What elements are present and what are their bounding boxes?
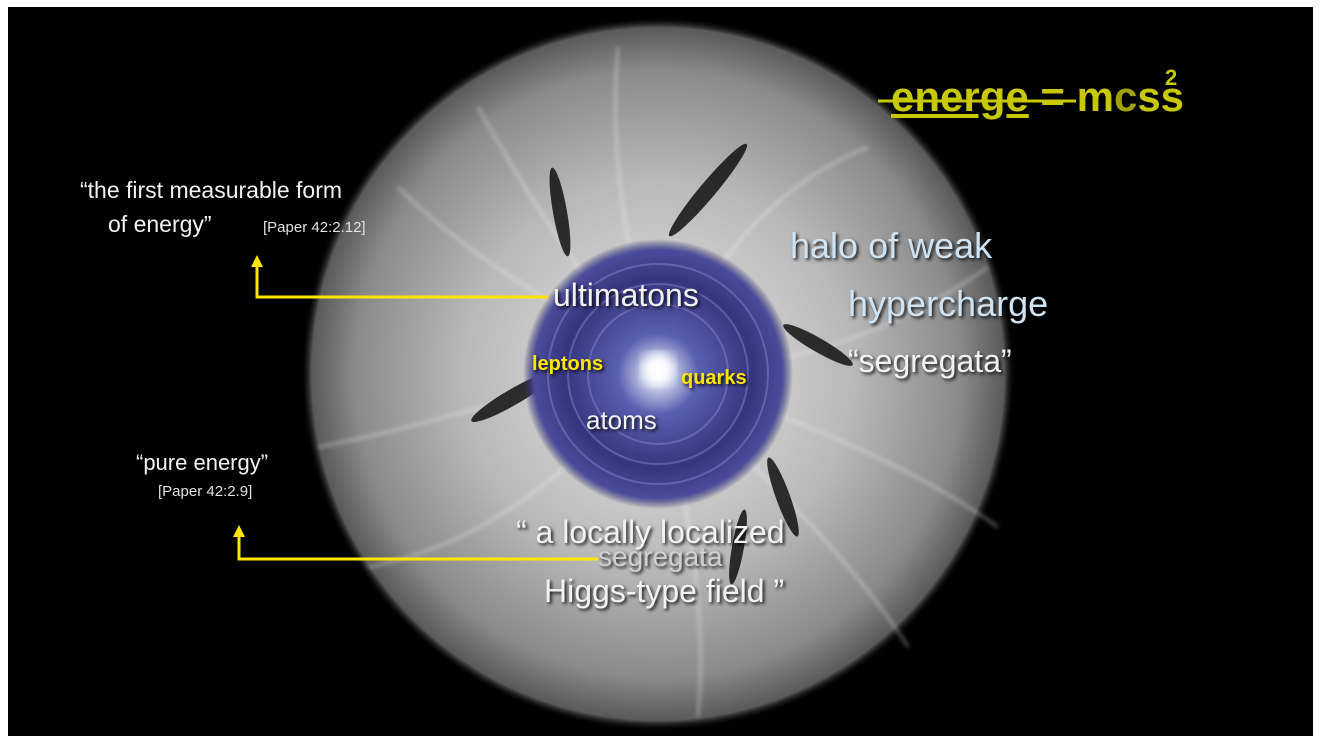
core-nucleus <box>642 353 674 385</box>
label-pure-energy-ref: [Paper 42:2.9] <box>158 483 253 500</box>
label-first-measurable-line1: “the first measurable form <box>80 177 343 203</box>
label-atoms: atoms <box>586 405 657 435</box>
core-rings <box>547 263 769 485</box>
equation-rest: = m <box>1040 73 1114 120</box>
equation-tail: ss <box>1137 73 1185 120</box>
arrow-ultimatons-head <box>251 255 263 267</box>
galaxy-illustration <box>233 17 1076 731</box>
equation: energe = mcss <box>891 73 1184 121</box>
label-pure-energy: “pure energy” <box>136 450 269 475</box>
equation-struck-word: energe <box>891 73 1029 120</box>
label-higgs-line3: Higgs-type field ” <box>544 573 785 609</box>
label-higgs-line2: segregata <box>598 541 723 572</box>
label-quarks: quarks <box>681 367 747 389</box>
arrow-ultimatons <box>255 265 548 299</box>
arrow-pure-energy <box>237 535 598 561</box>
label-leptons: leptons <box>532 353 604 375</box>
label-segregata: “segregata” <box>848 343 1012 379</box>
equation-struck-suffix: c <box>1113 73 1138 120</box>
dark-spindles <box>471 143 853 585</box>
slide-canvas: energe = mcss 2 “the first measurable fo… <box>8 7 1313 736</box>
label-ultimatons: ultimatons <box>553 277 699 313</box>
label-halo-line1: halo of weak <box>790 225 993 266</box>
label-first-measurable-ref: [Paper 42:2.12] <box>263 219 366 236</box>
arrow-pure-energy-head <box>233 525 245 537</box>
label-higgs-line1: “ a locally localized <box>516 514 785 550</box>
label-halo-line2: hypercharge <box>848 283 1049 324</box>
label-first-measurable-line2: of energy” <box>108 211 212 237</box>
equation-superscript: 2 <box>1165 65 1178 90</box>
